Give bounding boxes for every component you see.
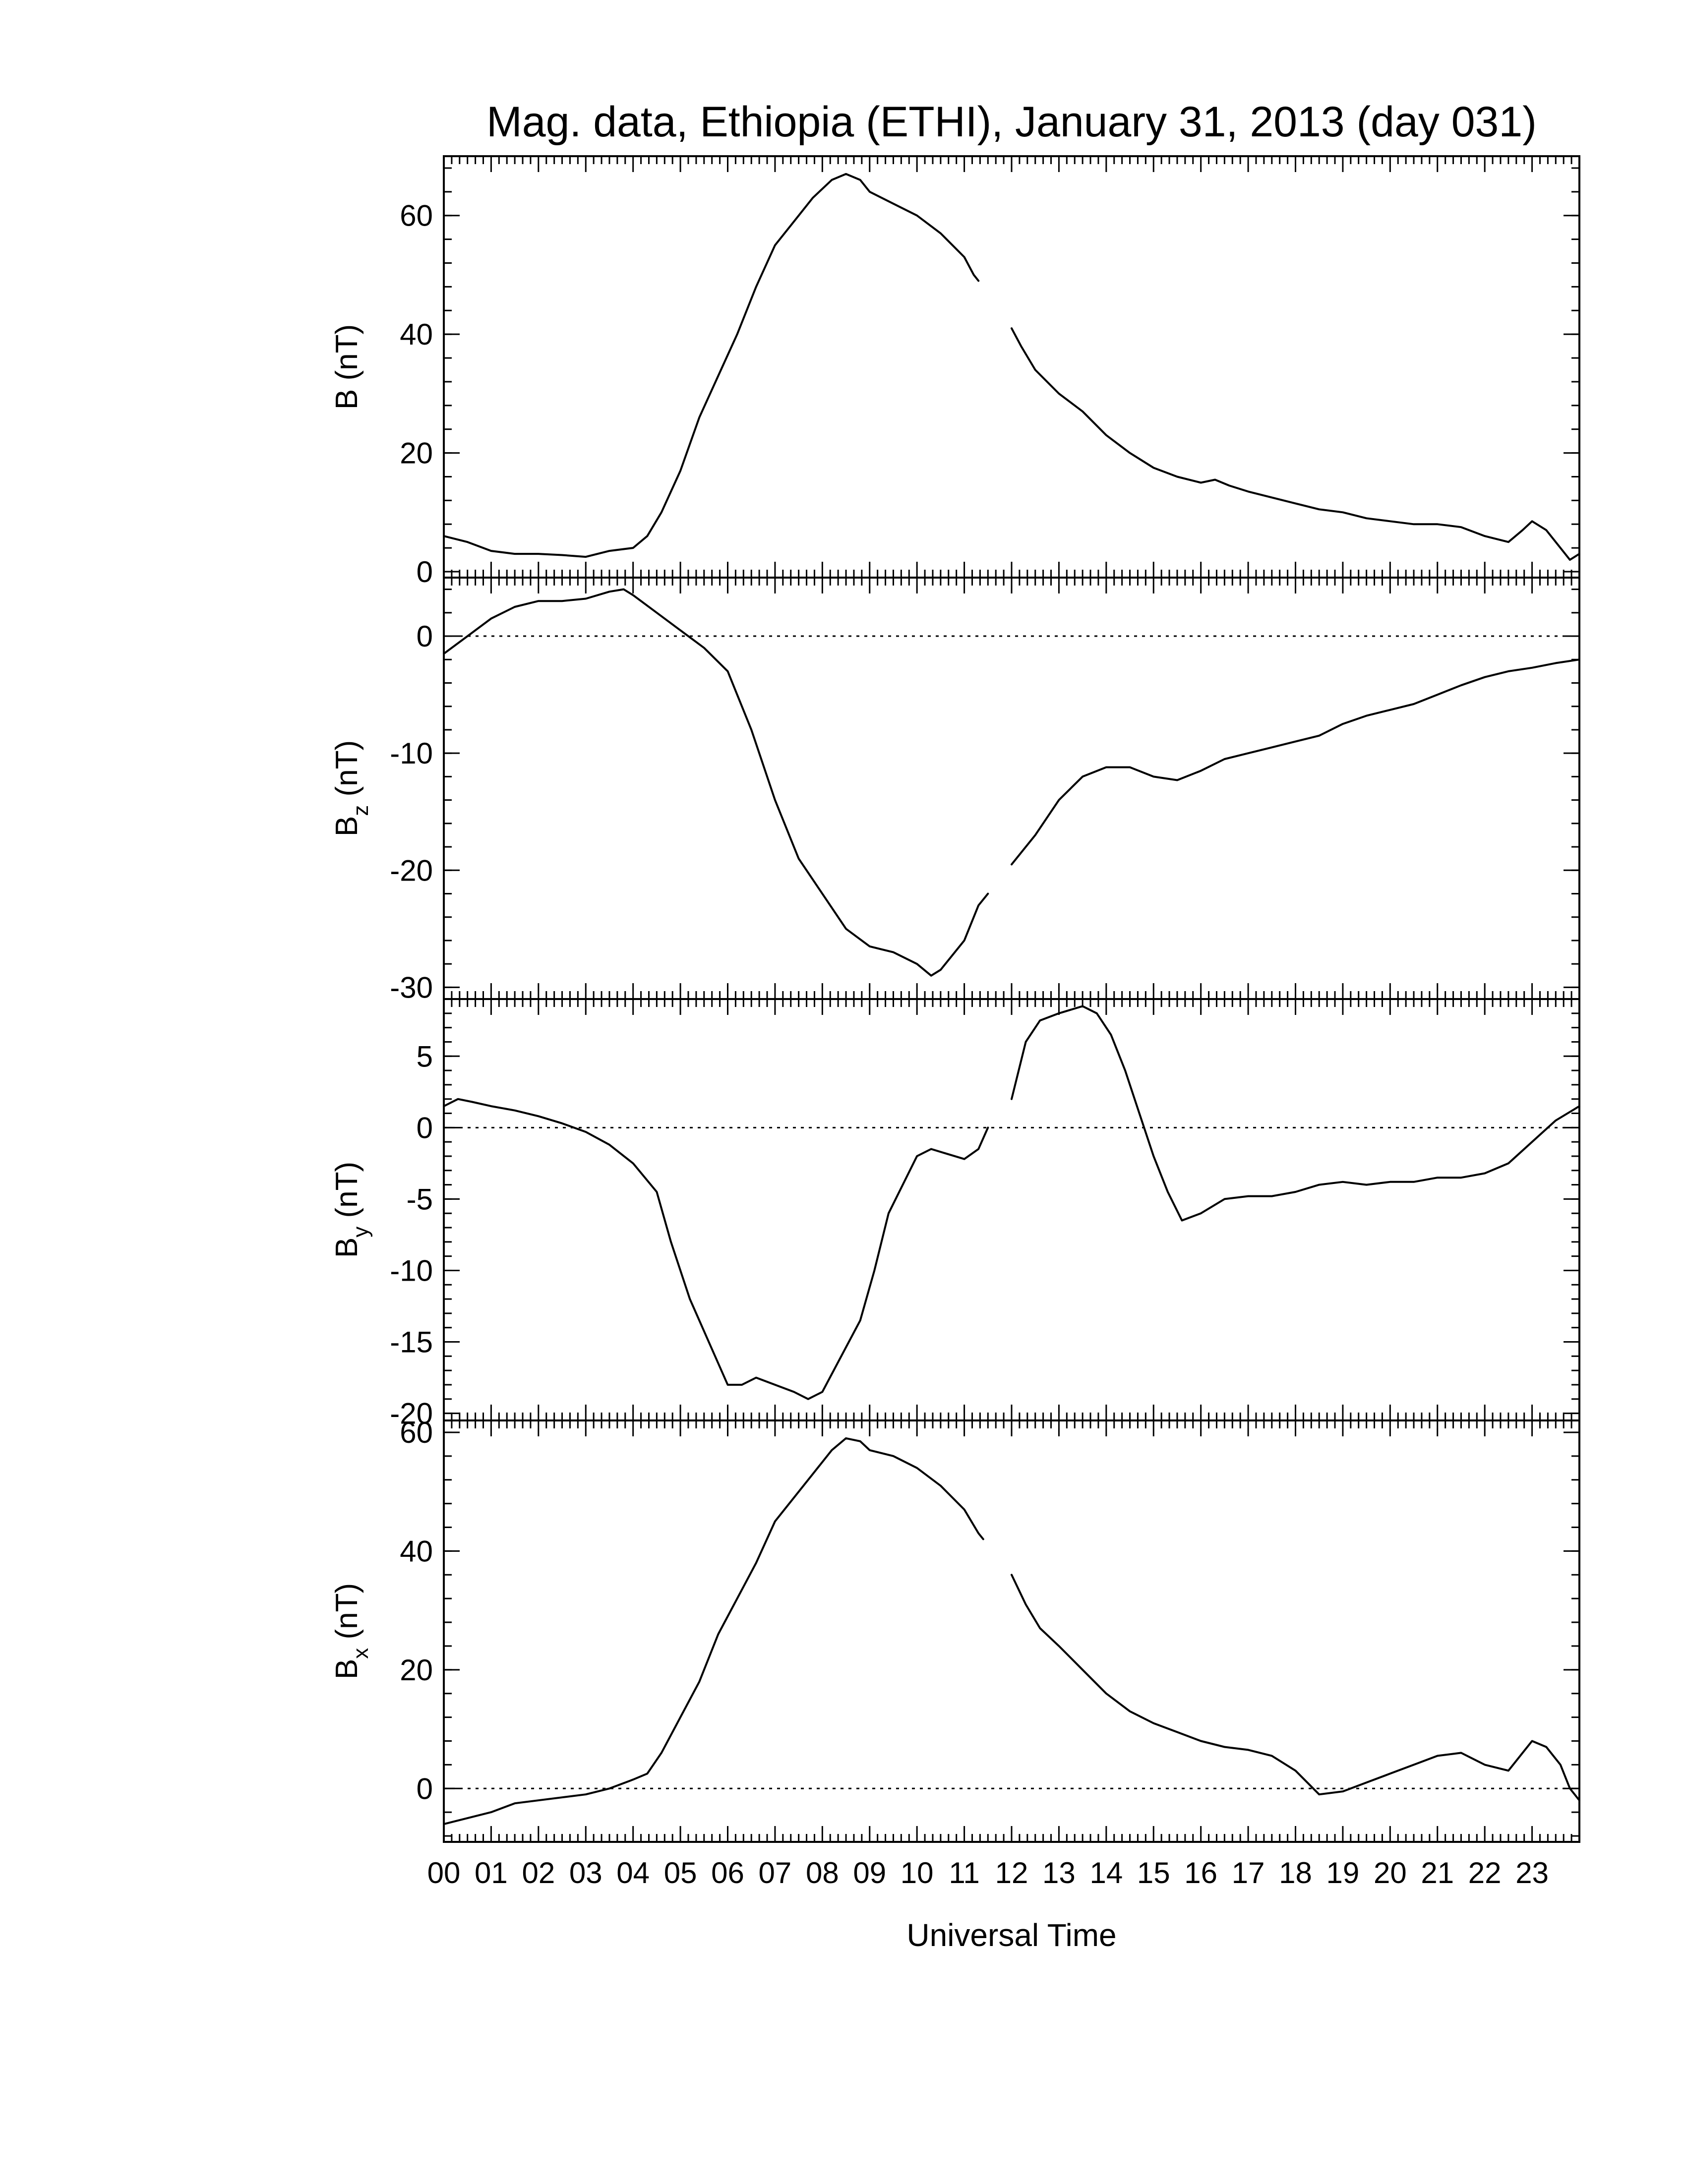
trace-B bbox=[443, 173, 980, 558]
y-tick-label: -20 bbox=[390, 1397, 433, 1430]
y-label-main: B bbox=[330, 389, 364, 410]
x-tick-label: 04 bbox=[616, 1856, 650, 1889]
trace-Bx bbox=[443, 1437, 984, 1826]
y-axis-label-By: By (nT) bbox=[330, 1162, 373, 1258]
x-tick-label: 02 bbox=[522, 1856, 555, 1889]
x-tick-label: 06 bbox=[711, 1856, 744, 1889]
panel-B: 0 20 40 60 B (nT) bbox=[330, 155, 1580, 589]
y-tick-label: -10 bbox=[390, 737, 433, 770]
x-tick-label: 00 bbox=[427, 1856, 461, 1889]
panel-frame bbox=[443, 1419, 1580, 1843]
panel-frame bbox=[443, 155, 1580, 579]
y-axis-label-Bz: Bz (nT) bbox=[330, 740, 373, 836]
y-tick-label: 0 bbox=[417, 620, 433, 653]
y-tick-label: 0 bbox=[417, 555, 433, 589]
panel-frame bbox=[443, 998, 1580, 1421]
y-label-unit: (nT) bbox=[330, 1162, 364, 1227]
y-tick-label: 60 bbox=[400, 1416, 433, 1449]
panel-Bz: 0 -10 -20 -30 Bz (nT) bbox=[330, 577, 1580, 1004]
y-tick-label: -30 bbox=[390, 971, 433, 1004]
y-tick-label: 5 bbox=[417, 1040, 433, 1073]
y-label-subscript: z bbox=[349, 805, 373, 816]
y-label-main: B bbox=[330, 1659, 364, 1679]
x-tick-label: 18 bbox=[1279, 1856, 1312, 1889]
y-tick-label: 20 bbox=[400, 1653, 433, 1687]
panel-By: 5 0 -5 -10 -15 -20 By (nT) bbox=[330, 998, 1580, 1430]
x-tick-label: 20 bbox=[1374, 1856, 1407, 1889]
y-tick-label: 0 bbox=[417, 1772, 433, 1805]
y-label-subscript: x bbox=[349, 1648, 373, 1659]
x-tick-label: 16 bbox=[1184, 1856, 1217, 1889]
y-axis-label-B: B (nT) bbox=[330, 324, 364, 410]
y-tick-label: 60 bbox=[400, 199, 433, 233]
panel-frame bbox=[443, 577, 1580, 1000]
x-tick-label: 03 bbox=[569, 1856, 602, 1889]
x-tick-label: 10 bbox=[901, 1856, 934, 1889]
x-tick-label: 23 bbox=[1515, 1856, 1549, 1889]
trace-By bbox=[443, 1098, 989, 1400]
y-label-main: B bbox=[330, 1238, 364, 1258]
trace-By bbox=[1011, 1005, 1580, 1222]
y-tick-label: -5 bbox=[407, 1182, 433, 1216]
x-tick-label: 01 bbox=[475, 1856, 508, 1889]
x-tick-label: 21 bbox=[1421, 1856, 1454, 1889]
x-tick-label: 07 bbox=[759, 1856, 792, 1889]
trace-Bx bbox=[1011, 1574, 1580, 1802]
x-tick-label: 08 bbox=[806, 1856, 839, 1889]
trace-B bbox=[1011, 327, 1580, 561]
y-tick-label: -10 bbox=[390, 1254, 433, 1287]
y-label-unit: (nT) bbox=[330, 740, 364, 805]
x-tick-label: 11 bbox=[949, 1856, 979, 1889]
panels: 0 20 40 60 B (nT) 0 -10 -20 -30 Bz (nT) 5 0 -5 -10 -15… bbox=[330, 155, 1580, 1843]
chart-title: Mag. data, Ethiopia (ETHI), January 31, … bbox=[486, 98, 1537, 146]
trace-Bz bbox=[443, 588, 989, 977]
y-label-main: B bbox=[330, 816, 364, 836]
y-tick-label: -20 bbox=[390, 854, 433, 887]
x-tick-label: 05 bbox=[664, 1856, 697, 1889]
panel-Bx: 0 20 40 60 Bx (nT) bbox=[330, 1416, 1580, 1843]
y-tick-label: 40 bbox=[400, 1535, 433, 1568]
y-label-subscript: y bbox=[349, 1227, 373, 1238]
y-label-unit: (nT) bbox=[330, 324, 364, 389]
y-tick-label: -15 bbox=[390, 1326, 433, 1359]
y-tick-label: 0 bbox=[417, 1111, 433, 1144]
y-label-unit: (nT) bbox=[330, 1583, 364, 1648]
trace-Bz bbox=[1011, 658, 1580, 866]
x-tick-label: 19 bbox=[1326, 1856, 1360, 1889]
x-tick-label: 22 bbox=[1468, 1856, 1502, 1889]
x-tick-label: 12 bbox=[995, 1856, 1028, 1889]
y-tick-label: 40 bbox=[400, 318, 433, 351]
x-tick-labels: 00 01 02 03 04 05 06 07 08 09 10 11 12 13 14 15 16 17 18 19… bbox=[427, 1856, 1549, 1889]
y-axis-label-Bx: Bx (nT) bbox=[330, 1583, 373, 1679]
x-tick-label: 13 bbox=[1042, 1856, 1076, 1889]
y-tick-label: 20 bbox=[400, 437, 433, 470]
x-tick-label: 14 bbox=[1089, 1856, 1123, 1889]
x-tick-label: 15 bbox=[1137, 1856, 1170, 1889]
x-axis-label: Universal Time bbox=[906, 1917, 1116, 1953]
x-tick-label: 09 bbox=[853, 1856, 886, 1889]
x-tick-label: 17 bbox=[1232, 1856, 1265, 1889]
